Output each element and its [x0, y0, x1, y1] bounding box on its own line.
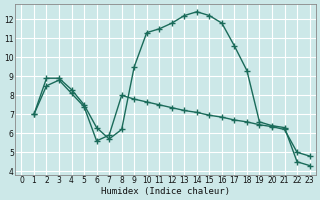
X-axis label: Humidex (Indice chaleur): Humidex (Indice chaleur) — [101, 187, 230, 196]
